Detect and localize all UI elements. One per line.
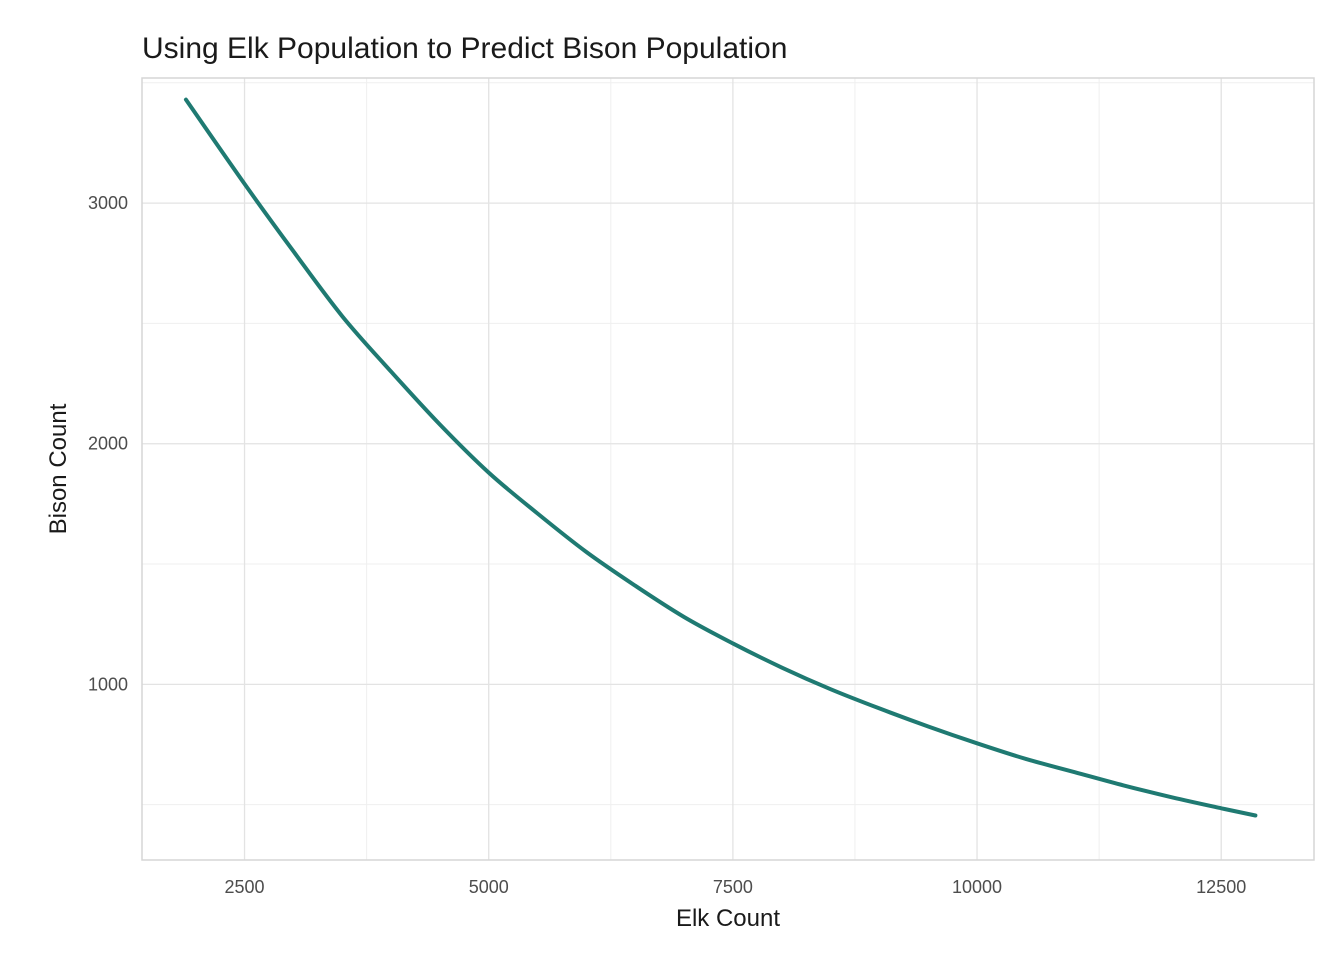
x-tick-label: 7500	[713, 877, 753, 897]
y-axis-title: Bison Count	[45, 403, 72, 534]
x-axis-title: Elk Count	[676, 905, 780, 932]
x-tick-label: 2500	[225, 877, 265, 897]
x-tick-label: 5000	[469, 877, 509, 897]
series-layer	[183, 97, 1258, 818]
x-tick-label: 10000	[952, 877, 1002, 897]
y-tick-label: 1000	[88, 674, 128, 694]
y-tick-label: 3000	[88, 193, 128, 213]
major-gridlines	[142, 78, 1314, 860]
x-axis-ticks: 2500 5000 7500 10000 12500	[225, 877, 1247, 897]
plot-panel-border	[141, 77, 1315, 861]
chart-title: Using Elk Population to Predict Bison Po…	[142, 32, 787, 65]
series-line-0	[183, 97, 1258, 818]
y-tick-label: 2000	[88, 434, 128, 454]
y-axis-ticks: 1000 2000 3000	[88, 193, 128, 694]
minor-gridlines	[142, 78, 1314, 860]
x-tick-label: 12500	[1196, 877, 1246, 897]
